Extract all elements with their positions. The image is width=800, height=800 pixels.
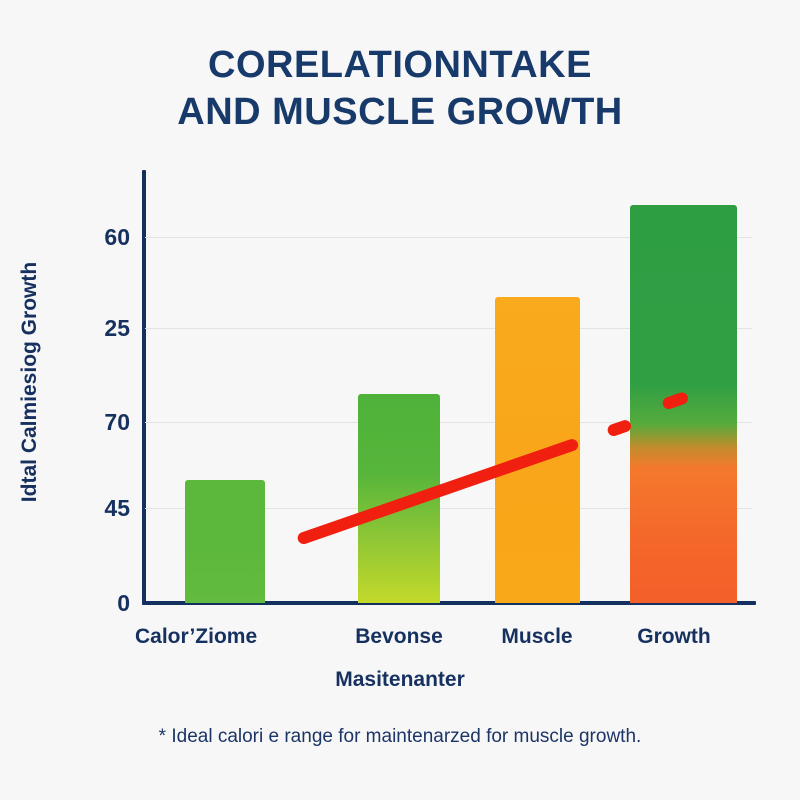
x-axis-title: Masitenanter <box>335 668 465 691</box>
y-tick-label-1: 25 <box>104 315 130 341</box>
y-tick-label-4: 0 <box>117 590 130 616</box>
y-axis-line <box>142 170 146 605</box>
y-tick-label-0: 60 <box>104 224 130 250</box>
gridline-25 <box>145 328 752 329</box>
chart-title-line-1: CORELATIONNTAKE <box>208 44 592 86</box>
x-tick-label-muscle: Muscle <box>501 625 573 648</box>
gridline-70 <box>145 422 752 423</box>
y-tick-label-2: 70 <box>104 409 130 435</box>
plot-area <box>145 172 752 603</box>
y-axis-title: Idtal Calmiesiog Growth <box>18 261 41 503</box>
x-tick-label-bevonse: Bevonse <box>355 625 443 648</box>
y-tick-label-3: 45 <box>104 495 130 521</box>
x-tick-label-growth: Growth <box>637 625 711 648</box>
bar-calor-ziome[interactable] <box>185 480 265 603</box>
chart-footnote: * Ideal calori e range for maintenarzed … <box>158 726 642 747</box>
chart-title: CORELATIONNTAKE AND MUSCLE GROWTH <box>0 42 800 136</box>
chart-title-line-2: AND MUSCLE GROWTH <box>177 91 623 133</box>
gridline-60 <box>145 237 752 238</box>
gridline-45 <box>145 508 752 509</box>
x-axis-line <box>142 601 756 605</box>
x-tick-label-calor-ziome: Calor’Ziome <box>135 625 258 648</box>
y-axis-tick-labels: 60 25 70 45 0 <box>70 0 130 800</box>
